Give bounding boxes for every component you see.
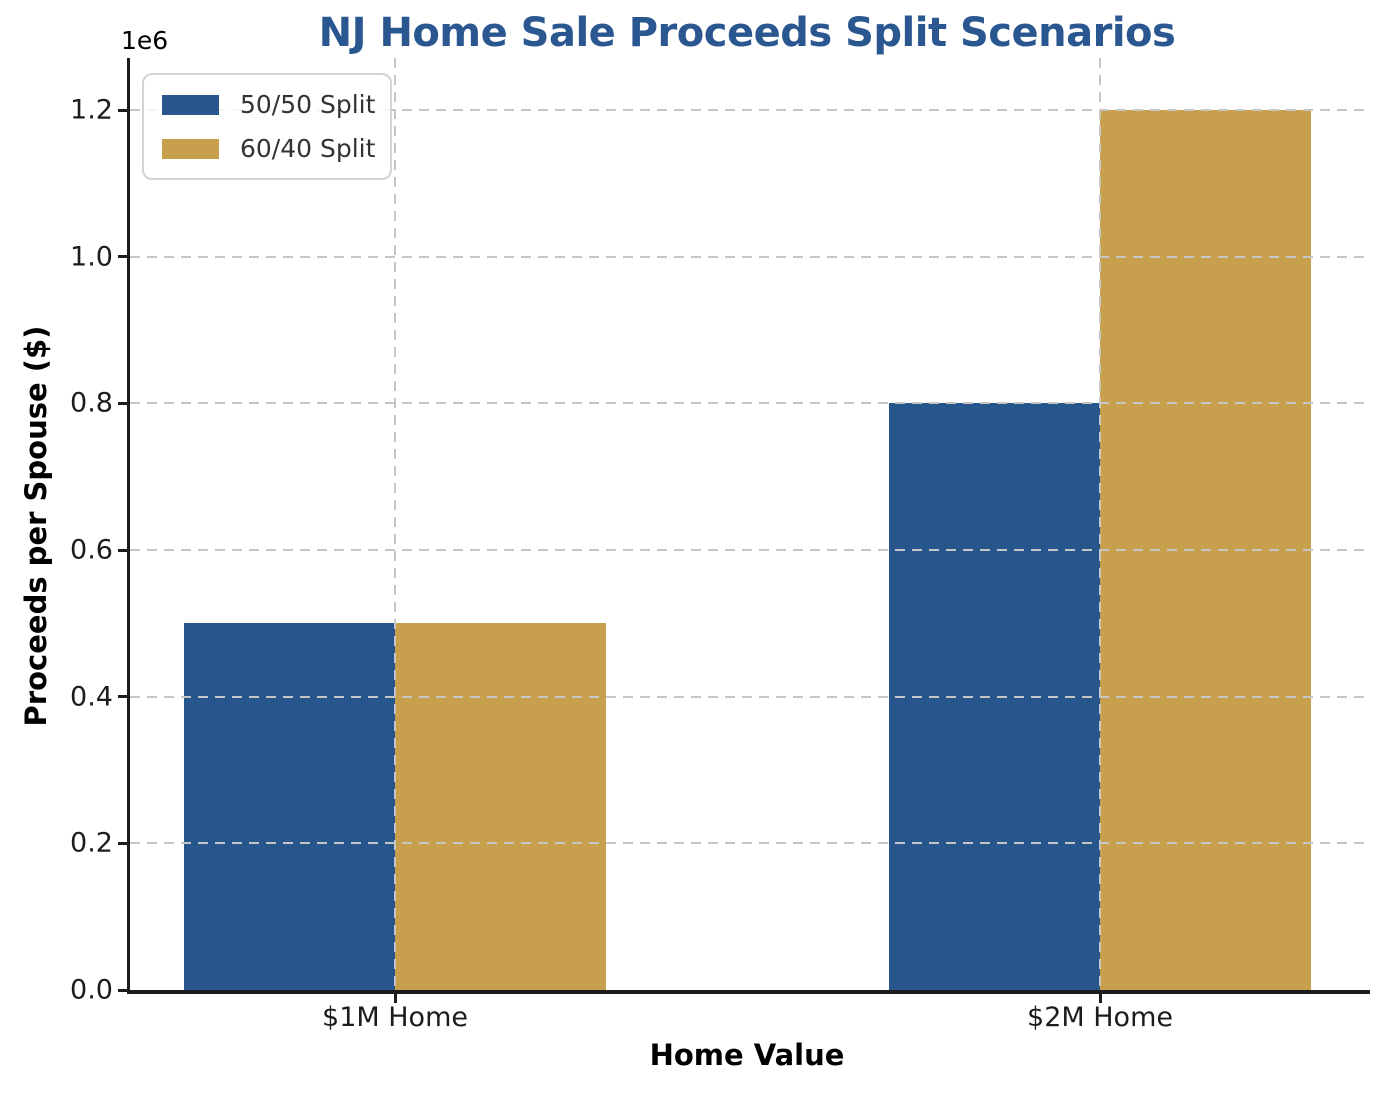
y-tick-label: 0.8 (70, 387, 113, 419)
x-tick-label: $2M Home (1027, 1002, 1173, 1033)
y-tick-mark (118, 255, 127, 259)
y-gridline (130, 109, 1370, 111)
legend-swatch-60-40-split (162, 138, 219, 159)
y-tick-mark (118, 548, 127, 552)
legend-entry: 50/50 Split (162, 90, 376, 119)
plot-area: 0.0 0.2 0.4 0.6 0.8 1.0 1.2 $1M Home $2M Home 50… (70, 58, 1370, 1033)
x-gridline (1099, 58, 1101, 990)
legend-label: 60/40 Split (240, 134, 376, 163)
y-tick-label: 0.0 (70, 974, 113, 1006)
y-tick-label: 0.6 (70, 534, 113, 566)
bar-60-40-split--1m-home (395, 623, 606, 990)
chart-title: NJ Home Sale Proceeds Split Scenarios (318, 10, 1176, 56)
y-tick-mark (118, 401, 127, 405)
legend-swatch-50-50-split (162, 94, 219, 115)
x-tick-mark (1098, 994, 1102, 1003)
y-gridline (130, 842, 1370, 845)
y-tick-label: 0.2 (70, 827, 113, 859)
y-gridline (130, 695, 1370, 698)
y-tick-label: 1.2 (70, 94, 113, 126)
bar-50-50-split--1m-home (184, 623, 395, 990)
x-tick-label: $1M Home (322, 1002, 468, 1033)
y-gridline (130, 549, 1370, 551)
x-gridline (394, 58, 396, 990)
y-tick-mark (118, 108, 127, 112)
y-tick-mark (118, 988, 127, 992)
legend: 50/50 Split 60/40 Split (142, 73, 392, 180)
y-tick-label: 1.0 (70, 241, 113, 273)
legend-label: 50/50 Split (240, 90, 376, 119)
y-tick-mark (118, 695, 127, 699)
x-axis-label: Home Value (649, 1038, 845, 1072)
y-axis-offset-label: 1e6 (121, 26, 169, 55)
y-gridline (130, 402, 1370, 405)
y-gridline (130, 255, 1370, 258)
x-tick-mark (393, 994, 397, 1003)
y-axis-label: Proceeds per Spouse ($) (19, 325, 53, 727)
legend-entry: 60/40 Split (162, 134, 376, 163)
y-tick-label: 0.4 (70, 681, 113, 713)
y-tick-mark (118, 841, 127, 845)
